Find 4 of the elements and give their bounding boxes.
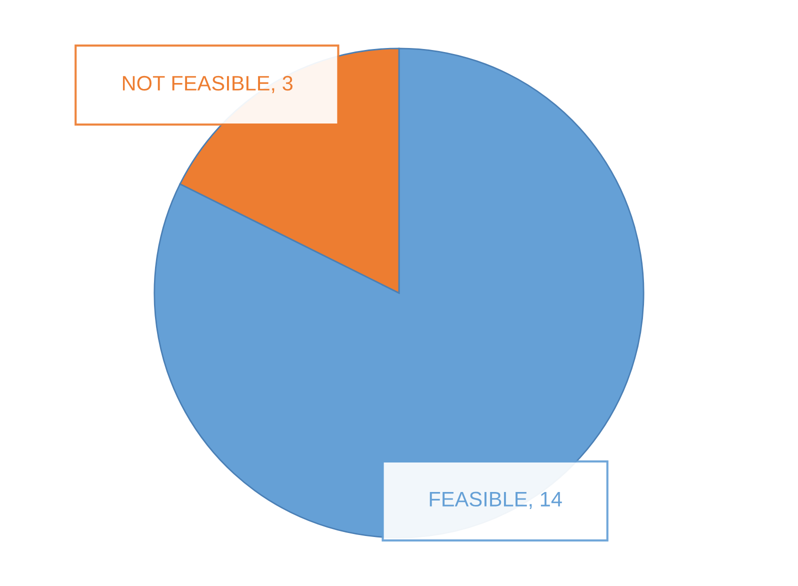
data-label: , 3 [272,76,292,94]
slice-label: FEASIBLE [430,492,527,507]
slice-label: NOT FEASIBLE [122,76,270,91]
data-label: , 14 [530,492,562,510]
